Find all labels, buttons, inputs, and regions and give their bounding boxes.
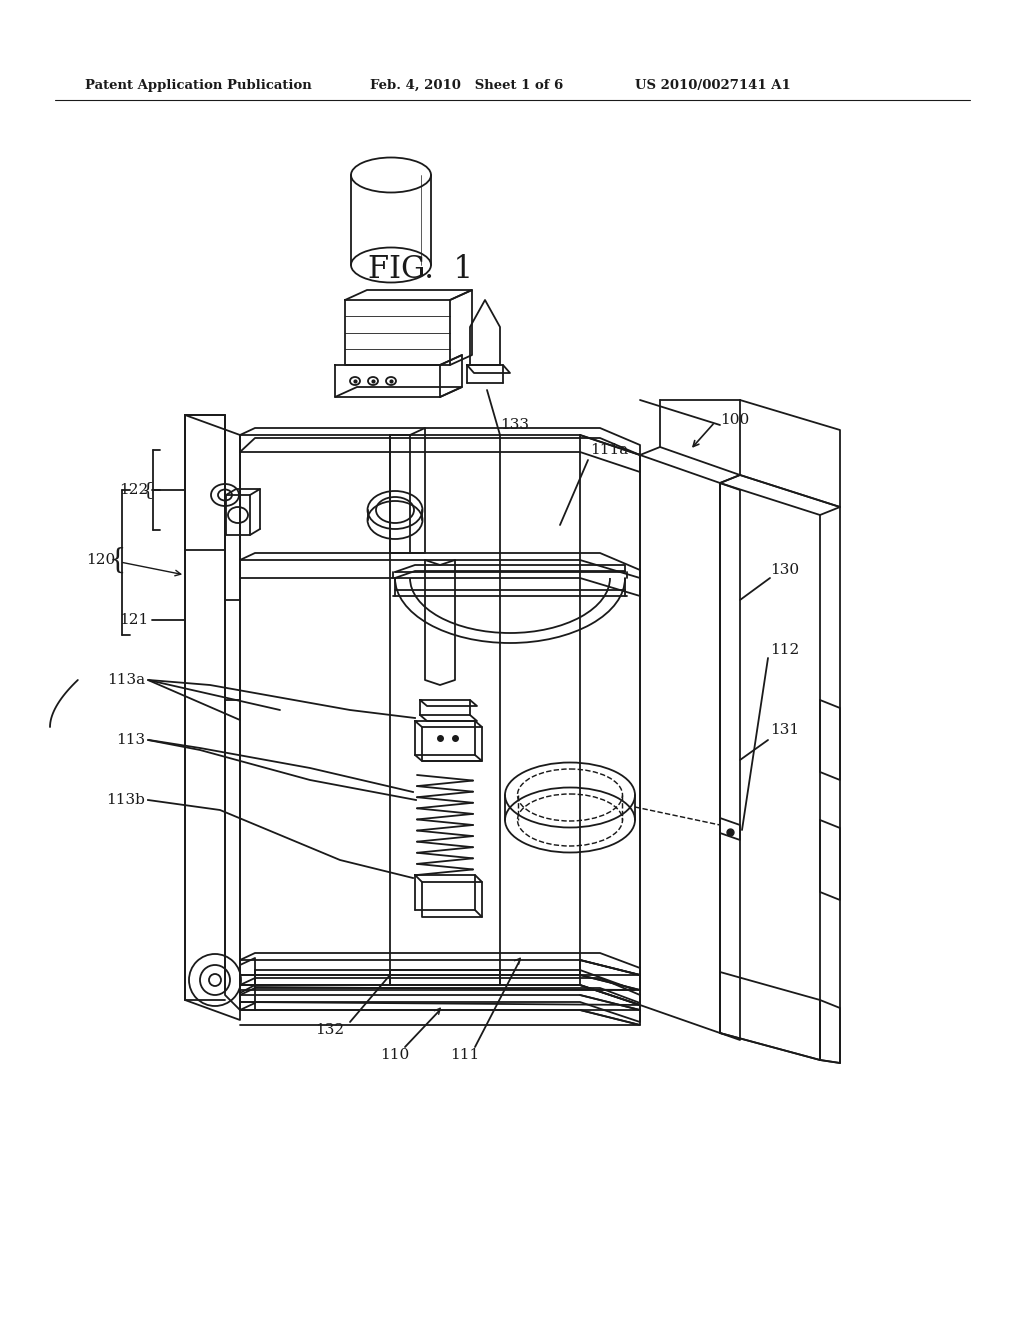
Text: Patent Application Publication: Patent Application Publication: [85, 78, 311, 91]
Text: 121: 121: [119, 612, 148, 627]
Text: 132: 132: [315, 1023, 344, 1038]
Text: 113b: 113b: [106, 793, 145, 807]
Text: US 2010/0027141 A1: US 2010/0027141 A1: [635, 78, 791, 91]
Text: {: {: [141, 480, 155, 499]
Text: FIG.  1: FIG. 1: [368, 255, 472, 285]
Text: 113: 113: [116, 733, 145, 747]
Text: 113a: 113a: [106, 673, 145, 686]
Text: 100: 100: [720, 413, 750, 426]
Text: 112: 112: [770, 643, 800, 657]
Text: 120: 120: [86, 553, 115, 568]
Text: Feb. 4, 2010   Sheet 1 of 6: Feb. 4, 2010 Sheet 1 of 6: [370, 78, 563, 91]
Text: 110: 110: [380, 1048, 410, 1063]
Text: 131: 131: [770, 723, 799, 737]
Text: 111: 111: [451, 1048, 479, 1063]
Text: 111a: 111a: [590, 444, 629, 457]
Text: {: {: [109, 546, 126, 573]
Text: 133: 133: [500, 418, 529, 432]
Text: 122: 122: [119, 483, 148, 498]
Text: 130: 130: [770, 564, 799, 577]
